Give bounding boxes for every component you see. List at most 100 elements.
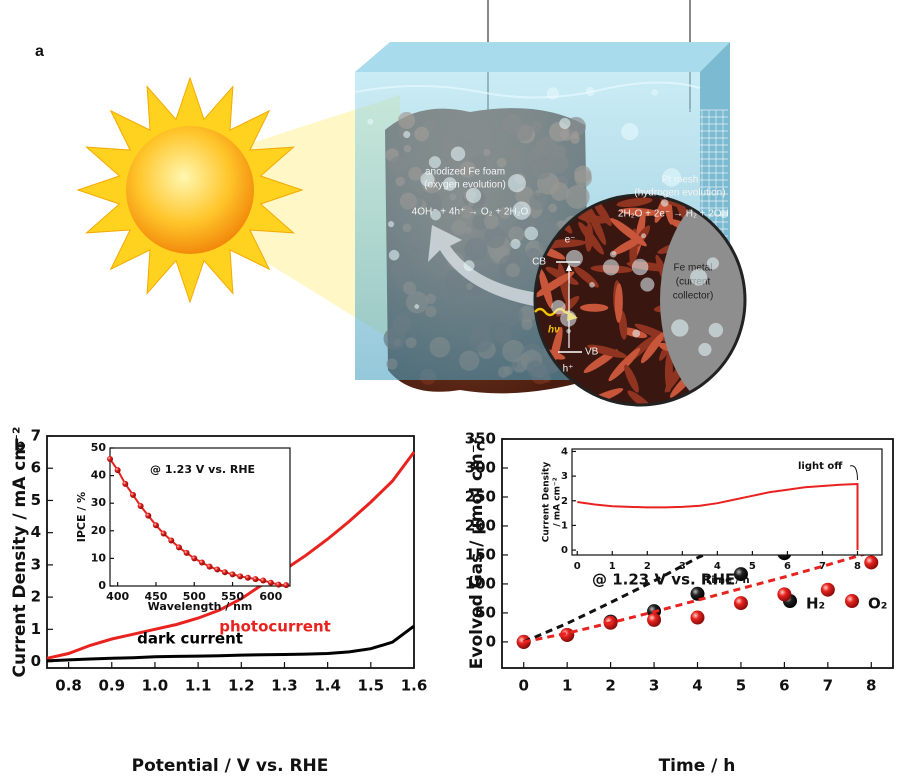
y-tick-label: 4 bbox=[31, 523, 41, 541]
y-tick-label: 0 bbox=[31, 652, 41, 670]
data-point bbox=[176, 544, 182, 550]
reaction: 4OH⁻ + 4h⁺ → O₂ + 2H₂O bbox=[412, 207, 529, 218]
y-tick-label: 40 bbox=[91, 469, 107, 482]
y-axis-title: IPCE / % bbox=[75, 492, 88, 542]
bubble bbox=[431, 210, 441, 220]
x-tick-label: 0 bbox=[519, 677, 529, 695]
data-point bbox=[161, 531, 167, 537]
x-tick-label: 1.4 bbox=[314, 677, 341, 695]
data-point bbox=[191, 555, 197, 561]
label: (oxygen evolution) bbox=[424, 180, 506, 191]
data-point bbox=[647, 613, 661, 627]
x-tick-label: 4 bbox=[692, 677, 702, 695]
bubble bbox=[415, 304, 419, 308]
bubble bbox=[566, 329, 570, 333]
data-point bbox=[253, 576, 259, 582]
bubble bbox=[511, 239, 521, 249]
x-tick-label: 1.0 bbox=[142, 677, 169, 695]
x-axis-title: Time / h bbox=[704, 575, 749, 586]
x-tick-label: 3 bbox=[679, 561, 686, 572]
bubble bbox=[451, 147, 465, 161]
bubble bbox=[547, 88, 559, 100]
bubble bbox=[525, 227, 538, 240]
label: anodized Fe foam bbox=[425, 167, 505, 178]
data-point bbox=[214, 566, 220, 572]
x-tick-label: 7 bbox=[823, 677, 833, 695]
bubble bbox=[652, 90, 658, 96]
legend-marker bbox=[845, 594, 859, 608]
band-label: h⁺ bbox=[563, 364, 574, 375]
label: collector) bbox=[673, 291, 714, 302]
bubble bbox=[508, 174, 526, 192]
bubble bbox=[403, 131, 410, 138]
legend-label: O₂ bbox=[868, 595, 887, 613]
x-tick-label: 1.1 bbox=[185, 677, 212, 695]
annotation: light off bbox=[798, 461, 843, 472]
y-tick-label: 50 bbox=[91, 441, 107, 454]
bubble bbox=[560, 311, 576, 327]
bubble bbox=[641, 234, 645, 238]
sun bbox=[78, 78, 302, 302]
x-tick-label: 0.8 bbox=[55, 677, 82, 695]
x-tick-label: 1 bbox=[609, 561, 616, 572]
x-tick-label: 1.5 bbox=[358, 677, 385, 695]
bubble bbox=[661, 200, 668, 207]
band-label: hν bbox=[548, 325, 560, 336]
data-point bbox=[138, 503, 144, 509]
data-point bbox=[268, 580, 274, 586]
data-point bbox=[130, 492, 136, 498]
bubble bbox=[633, 330, 640, 337]
bubble bbox=[632, 259, 648, 275]
y-tick-label: 0 bbox=[486, 632, 496, 650]
x-tick-label: 6 bbox=[784, 561, 791, 572]
data-point bbox=[199, 560, 205, 566]
data-point bbox=[145, 513, 151, 519]
x-tick-label: 1.6 bbox=[401, 677, 428, 695]
y-tick-label: 4 bbox=[561, 446, 568, 457]
y-tick-label: 2 bbox=[31, 588, 41, 606]
x-tick-label: 7 bbox=[819, 561, 826, 572]
bubble bbox=[443, 177, 456, 190]
x-tick-label: 8 bbox=[854, 561, 861, 572]
page: {"panel_labels":["a","b","c"], "illustra… bbox=[0, 0, 910, 778]
x-tick-label: 5 bbox=[749, 561, 756, 572]
annotation: @ 1.23 V vs. RHE bbox=[150, 463, 255, 476]
bubble bbox=[388, 221, 394, 227]
y-tick-label: 7 bbox=[31, 427, 41, 445]
data-point bbox=[691, 611, 705, 625]
data-point bbox=[260, 577, 266, 583]
data-point bbox=[777, 587, 791, 601]
band-label: CB bbox=[532, 257, 546, 268]
x-axis-title: Wavelength / nm bbox=[148, 600, 253, 613]
bubble bbox=[429, 156, 441, 168]
y-tick-label: 5 bbox=[31, 491, 41, 509]
x-tick-label: 400 bbox=[106, 590, 129, 603]
y-tick-label: 1 bbox=[31, 620, 41, 638]
data-point bbox=[864, 555, 878, 569]
bubble bbox=[603, 259, 619, 275]
data-point bbox=[245, 575, 251, 581]
y-tick-label: 6 bbox=[31, 459, 41, 477]
reaction: 2H₂O + 2e⁻ → H₂ + 2OH⁻ bbox=[618, 209, 734, 220]
bubble bbox=[589, 282, 594, 287]
y-axis-title: / mA cm⁻² bbox=[553, 477, 563, 526]
y-tick-label: 30 bbox=[91, 496, 107, 509]
data-point bbox=[821, 583, 835, 597]
y-axis-title: Evolved Gas / µmol cm⁻² bbox=[467, 437, 487, 669]
bubble bbox=[421, 173, 435, 187]
bubble bbox=[586, 87, 594, 95]
x-tick-label: 4 bbox=[714, 561, 721, 572]
label: (hydrogen evolution) bbox=[634, 188, 725, 199]
y-tick-label: 20 bbox=[91, 524, 107, 537]
bubble bbox=[720, 210, 728, 218]
y-tick-label: 0 bbox=[98, 579, 106, 592]
tank-top bbox=[355, 42, 730, 72]
x-axis-title: Time / h bbox=[659, 756, 736, 776]
y-tick-label: 3 bbox=[31, 555, 41, 573]
y-tick-label: 10 bbox=[91, 551, 107, 564]
data-point bbox=[222, 569, 228, 575]
data-point bbox=[115, 467, 121, 473]
x-tick-label: 8 bbox=[866, 677, 876, 695]
x-tick-label: 1 bbox=[562, 677, 572, 695]
data-point bbox=[230, 571, 236, 577]
